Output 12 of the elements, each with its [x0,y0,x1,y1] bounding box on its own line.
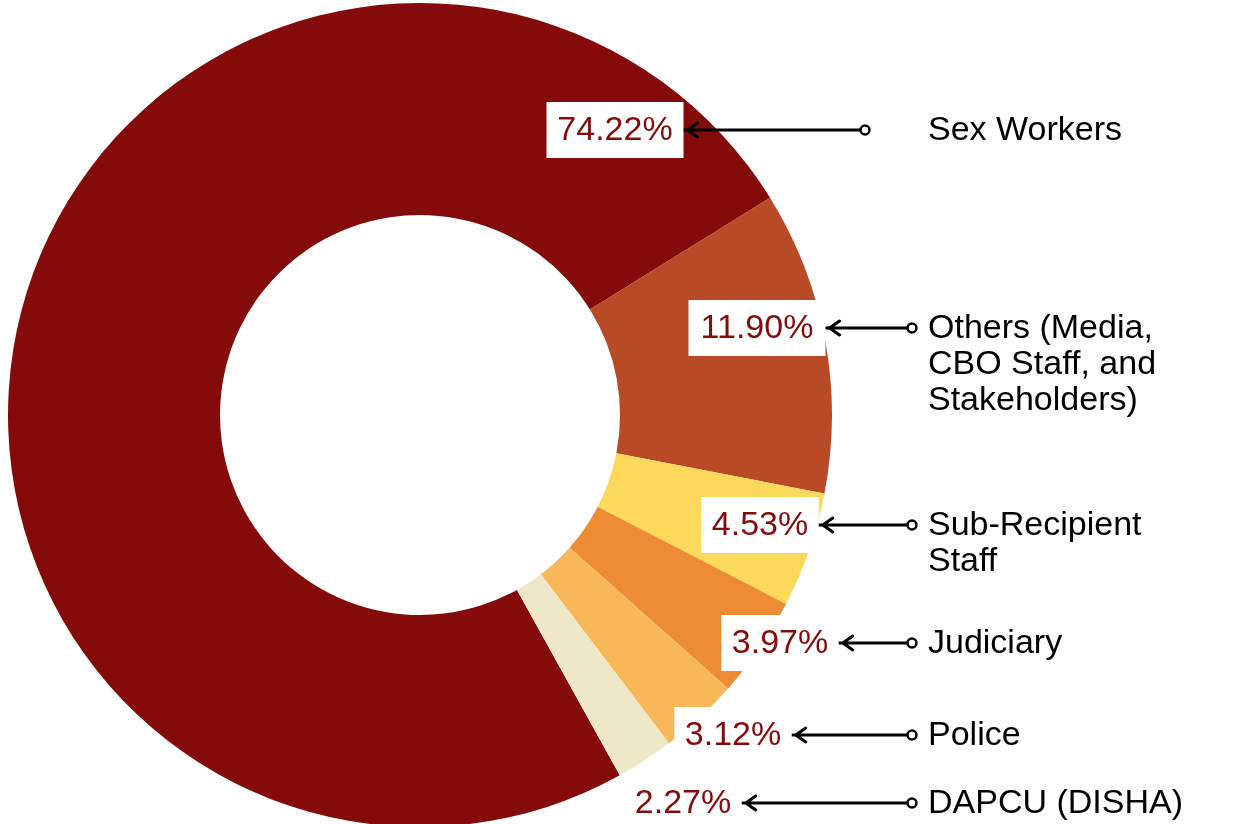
data-label: 3.97% [731,622,829,660]
slice-label: Others (Media, CBO Staff, and Stakeholders) [928,307,1157,417]
data-label: 4.53% [711,504,809,542]
data-label: 11.90% [700,307,814,345]
slice-label: Sex Workers [928,109,1122,147]
data-label: 2.27% [634,782,732,820]
data-label: 3.12% [684,714,782,752]
slice-label: Police [928,714,1021,752]
slice-label: Sub-Recipient Staff [928,504,1143,578]
data-label: 74.22% [557,109,673,147]
slice-label: Judiciary [928,622,1063,660]
slice-label: DAPCU (DISHA) [928,782,1184,820]
